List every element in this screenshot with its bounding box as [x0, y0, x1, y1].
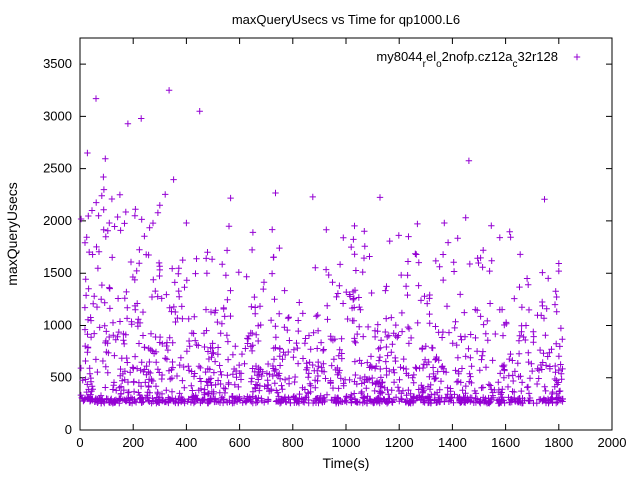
scatter-points [77, 87, 566, 407]
x-tick-label: 1800 [544, 435, 573, 450]
x-tick-label: 1600 [491, 435, 520, 450]
tick-marks [79, 38, 613, 431]
y-tick-label: 500 [50, 370, 72, 385]
y-tick-label: 3500 [43, 56, 72, 71]
legend-label: my8044relo2nofp.cz12ac32r128 [376, 49, 558, 70]
x-tick-label: 1200 [385, 435, 414, 450]
x-tick-label: 1400 [438, 435, 467, 450]
chart-title: maxQueryUsecs vs Time for qp1000.L6 [232, 12, 460, 27]
y-tick-label: 1500 [43, 265, 72, 280]
y-tick-label: 2500 [43, 161, 72, 176]
x-tick-label: 200 [122, 435, 144, 450]
legend-marker-icon [573, 53, 581, 61]
x-tick-label: 800 [282, 435, 304, 450]
y-axis-label: maxQueryUsecs [4, 182, 20, 285]
y-tick-label: 0 [65, 422, 72, 437]
x-tick-label: 1000 [332, 435, 361, 450]
axis-tick-labels: 0 200 400 600 800 1000 1200 1400 1600 1800 2000 0 50… [43, 56, 626, 450]
x-tick-label: 0 [76, 435, 83, 450]
data-point-markers [77, 87, 566, 407]
x-axis-label: Time(s) [323, 455, 370, 471]
y-tick-label: 2000 [43, 213, 72, 228]
x-tick-label: 600 [229, 435, 251, 450]
x-tick-label: 2000 [598, 435, 627, 450]
axis-ticks [79, 38, 613, 431]
legend: my8044relo2nofp.cz12ac32r128 [376, 49, 581, 70]
x-tick-label: 400 [176, 435, 198, 450]
y-tick-label: 1000 [43, 317, 72, 332]
y-tick-label: 3000 [43, 108, 72, 123]
